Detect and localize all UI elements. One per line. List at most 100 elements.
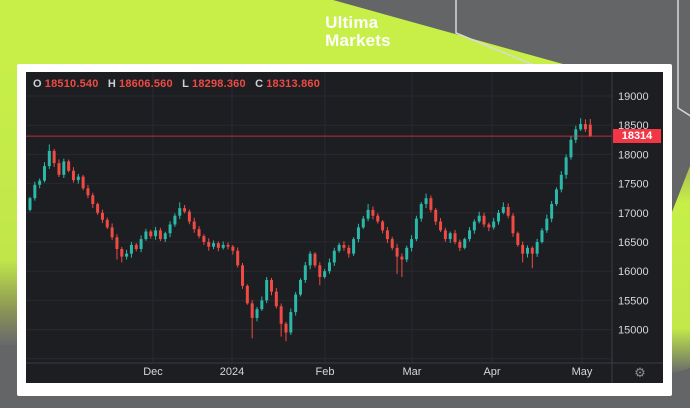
- candle-body: [361, 218, 365, 228]
- hexagon-outline-right: [677, 0, 690, 117]
- candle-body: [81, 176, 85, 189]
- header: Ultima Markets: [0, 0, 690, 64]
- price-tick-label[interactable]: 17000: [618, 208, 649, 220]
- price-tick-label[interactable]: 15500: [618, 295, 649, 307]
- close-value: 18313.860: [266, 78, 321, 90]
- candle-body: [221, 244, 225, 248]
- candle-body: [110, 227, 114, 238]
- brand-name-line2: Markets: [325, 31, 391, 50]
- candle-body: [453, 233, 457, 242]
- candle-body: [270, 279, 273, 292]
- price-tick-label[interactable]: 16000: [618, 266, 649, 278]
- candle-body: [226, 244, 230, 247]
- candle-body: [583, 124, 587, 130]
- candle-body: [197, 229, 201, 237]
- candle-body: [337, 244, 341, 251]
- candle-body: [86, 188, 90, 196]
- candle-body: [525, 247, 529, 254]
- candle-body: [158, 230, 162, 240]
- low-label: L: [182, 78, 189, 90]
- candle-body: [468, 230, 472, 240]
- candle-body: [289, 312, 293, 333]
- candle-body: [100, 212, 104, 220]
- candle-body: [559, 174, 563, 190]
- candle-body: [434, 209, 438, 222]
- time-tick-label[interactable]: 2024: [220, 366, 244, 378]
- candle-body: [487, 224, 491, 228]
- candle-body: [550, 204, 554, 219]
- candle-body: [448, 233, 452, 240]
- candle-body: [395, 247, 399, 257]
- candle-body: [497, 212, 501, 222]
- price-tick-label[interactable]: 17500: [618, 179, 649, 191]
- candle-body: [212, 243, 216, 247]
- candle-body: [255, 309, 259, 318]
- candle-body: [501, 206, 505, 213]
- candle-body: [183, 208, 187, 212]
- candle-body: [42, 166, 46, 181]
- logo-bar-left: [299, 14, 306, 37]
- current-price-label: 18314: [613, 129, 661, 143]
- candle-body: [400, 256, 404, 260]
- time-tick-label[interactable]: Mar: [403, 366, 422, 378]
- candle-body: [216, 243, 220, 248]
- time-tick-label[interactable]: Dec: [143, 366, 163, 378]
- candle-body: [482, 215, 486, 225]
- time-tick-label[interactable]: Feb: [316, 366, 335, 378]
- ohlc-legend: O 18510.540 H 18606.560 L 18298.360 C 18313.…: [33, 78, 320, 90]
- candle-body: [381, 221, 385, 231]
- candle-body: [308, 253, 312, 266]
- candle-body: [545, 218, 549, 231]
- lime-accent-wedge-right: [672, 166, 690, 374]
- candle-body: [588, 124, 592, 137]
- candle-body: [28, 198, 32, 210]
- candle-body: [366, 209, 370, 219]
- candle-body: [521, 244, 525, 254]
- open-label: O: [33, 78, 42, 90]
- price-tick-label[interactable]: 19000: [618, 91, 649, 103]
- brand-logo-icon: [299, 14, 315, 49]
- candle-body: [284, 323, 288, 333]
- brand-name: Ultima Markets: [325, 14, 391, 50]
- candle-body: [250, 303, 254, 318]
- candle-body: [303, 265, 307, 280]
- candle-body: [91, 195, 95, 205]
- candle-body: [414, 218, 418, 240]
- candle-body: [115, 237, 119, 250]
- price-tick-label[interactable]: 15000: [618, 325, 649, 337]
- candle-body: [429, 198, 433, 210]
- candle-body: [463, 239, 467, 248]
- candle-body: [472, 221, 476, 231]
- candle-body: [385, 230, 389, 240]
- chart-panel[interactable]: 19000 18500 18000 17500 17000 16500 16000 15500…: [26, 72, 663, 383]
- candle-body: [134, 244, 138, 250]
- time-tick-label[interactable]: May: [572, 366, 593, 378]
- chart-svg[interactable]: 1900018500180001750017000165001600015500…: [26, 72, 663, 383]
- candle-body: [323, 271, 327, 278]
- candle-body: [202, 236, 206, 242]
- candle-body: [245, 285, 249, 304]
- candle-body: [327, 262, 331, 272]
- candle-body: [71, 170, 75, 181]
- candle-body: [458, 242, 462, 248]
- lime-accent-strip-left: [0, 63, 18, 345]
- candle-body: [376, 215, 380, 222]
- candle-body: [105, 219, 109, 228]
- candle-body: [67, 161, 71, 171]
- candle-body: [540, 230, 544, 242]
- time-tick-label[interactable]: Apr: [483, 366, 500, 378]
- candle-body: [187, 211, 191, 222]
- candle-body: [405, 247, 409, 260]
- brand-logo: Ultima Markets: [299, 14, 391, 50]
- candle-body: [371, 209, 375, 216]
- candle-body: [477, 215, 481, 222]
- price-tick-label[interactable]: 16500: [618, 237, 649, 249]
- candle-body: [569, 139, 573, 158]
- settings-gear-icon[interactable]: ⚙: [634, 366, 646, 381]
- candle-body: [352, 239, 356, 254]
- candle-body: [96, 204, 100, 213]
- candle-body: [347, 247, 351, 254]
- price-tick-label[interactable]: 18000: [618, 149, 649, 161]
- candle-body: [439, 221, 443, 231]
